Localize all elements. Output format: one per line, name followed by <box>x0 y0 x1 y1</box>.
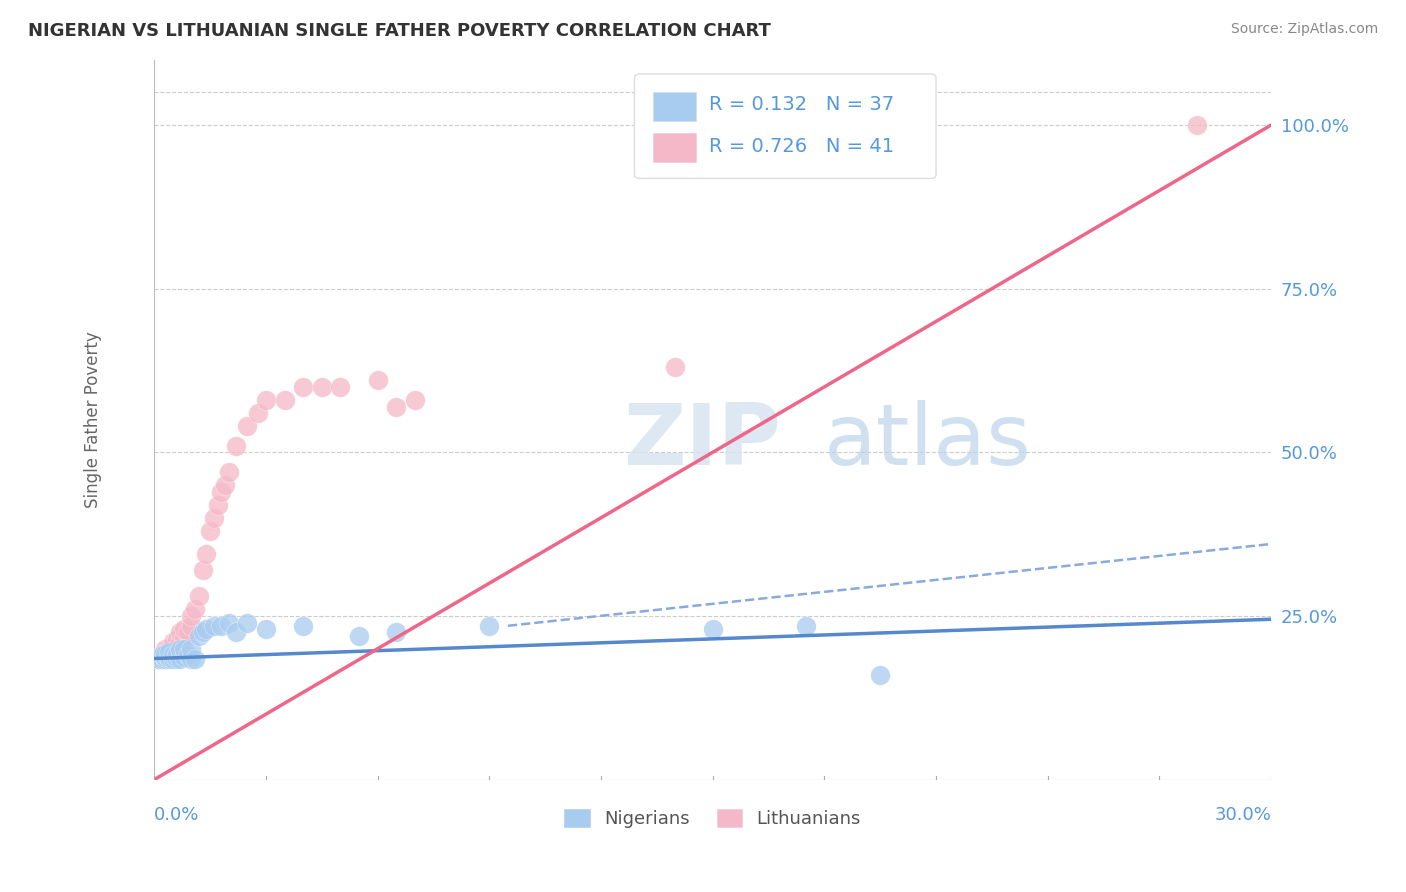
Point <box>162 647 184 661</box>
Point <box>157 649 180 664</box>
Point <box>292 619 315 633</box>
Point <box>166 641 188 656</box>
Text: ZIP: ZIP <box>623 400 782 483</box>
Point <box>794 619 817 633</box>
Point <box>292 380 315 394</box>
Point <box>207 498 229 512</box>
Point <box>155 649 177 664</box>
Point <box>166 632 188 646</box>
Point <box>1185 118 1208 132</box>
Point <box>236 615 259 630</box>
Text: Single Father Poverty: Single Father Poverty <box>84 331 101 508</box>
Point <box>218 615 240 630</box>
Point <box>478 619 501 633</box>
Point <box>236 419 259 434</box>
Point <box>191 625 214 640</box>
Point <box>173 630 195 644</box>
Point <box>177 625 200 640</box>
Text: atlas: atlas <box>824 400 1032 483</box>
Text: 30.0%: 30.0% <box>1215 805 1271 824</box>
Point <box>184 651 207 665</box>
Text: 0.0%: 0.0% <box>155 805 200 824</box>
Point <box>367 373 389 387</box>
Point <box>311 380 333 394</box>
Point <box>180 609 202 624</box>
Text: R = 0.726   N = 41: R = 0.726 N = 41 <box>709 136 894 155</box>
Point <box>225 439 247 453</box>
Point <box>150 648 173 663</box>
Point <box>155 651 177 665</box>
Point <box>187 629 209 643</box>
Point <box>173 649 195 664</box>
Point <box>702 622 724 636</box>
Point <box>150 651 173 665</box>
Point <box>150 647 173 661</box>
Point <box>209 484 232 499</box>
Point <box>146 651 169 665</box>
Point <box>157 649 180 664</box>
Point <box>155 647 177 661</box>
Point <box>385 400 408 414</box>
Point <box>225 625 247 640</box>
FancyBboxPatch shape <box>654 92 696 120</box>
Point <box>180 619 202 633</box>
Point <box>162 651 184 665</box>
Point <box>184 602 207 616</box>
Text: R = 0.132   N = 37: R = 0.132 N = 37 <box>709 95 894 114</box>
Point <box>329 380 352 394</box>
Point <box>202 510 225 524</box>
Point <box>155 641 177 656</box>
Point <box>180 641 202 656</box>
Point <box>157 651 180 665</box>
Point <box>191 563 214 577</box>
Point <box>177 648 200 663</box>
Point <box>150 651 173 665</box>
Point <box>166 647 188 661</box>
Point <box>198 524 221 538</box>
Point <box>180 651 202 665</box>
Point <box>254 622 277 636</box>
Point <box>169 651 191 665</box>
Point <box>169 641 191 656</box>
FancyBboxPatch shape <box>634 74 936 178</box>
Point <box>173 641 195 656</box>
Text: Source: ZipAtlas.com: Source: ZipAtlas.com <box>1230 22 1378 37</box>
Point <box>173 622 195 636</box>
Point <box>162 648 184 663</box>
Point <box>404 392 426 407</box>
Point <box>254 392 277 407</box>
Point <box>385 625 408 640</box>
Point <box>169 635 191 649</box>
Point <box>162 635 184 649</box>
Point <box>157 641 180 656</box>
Point <box>273 392 295 407</box>
Point <box>195 622 218 636</box>
Point <box>146 651 169 665</box>
Text: NIGERIAN VS LITHUANIAN SINGLE FATHER POVERTY CORRELATION CHART: NIGERIAN VS LITHUANIAN SINGLE FATHER POV… <box>28 22 770 40</box>
Point <box>247 406 270 420</box>
Legend: Nigerians, Lithuanians: Nigerians, Lithuanians <box>557 802 868 836</box>
Point <box>214 478 236 492</box>
Point <box>209 619 232 633</box>
Point <box>218 465 240 479</box>
Point <box>664 360 686 375</box>
Point <box>347 629 370 643</box>
Point <box>169 625 191 640</box>
Point <box>166 651 188 665</box>
Point <box>195 547 218 561</box>
Point <box>869 668 891 682</box>
Point <box>202 619 225 633</box>
Point <box>155 651 177 665</box>
Point <box>187 590 209 604</box>
Point <box>157 645 180 659</box>
FancyBboxPatch shape <box>654 133 696 161</box>
